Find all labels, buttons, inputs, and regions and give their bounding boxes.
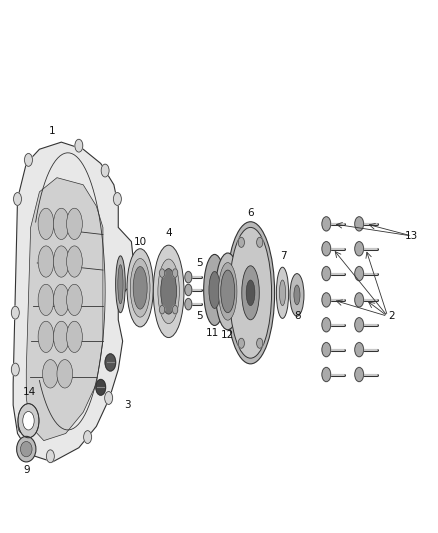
Circle shape bbox=[173, 305, 178, 314]
Circle shape bbox=[84, 431, 92, 443]
Circle shape bbox=[75, 139, 83, 152]
Circle shape bbox=[105, 354, 116, 371]
Circle shape bbox=[322, 266, 331, 281]
Circle shape bbox=[159, 305, 165, 314]
Ellipse shape bbox=[230, 228, 272, 358]
Ellipse shape bbox=[219, 263, 237, 320]
Circle shape bbox=[185, 271, 192, 283]
Polygon shape bbox=[13, 142, 134, 462]
Ellipse shape bbox=[21, 441, 32, 457]
Circle shape bbox=[159, 269, 165, 277]
Ellipse shape bbox=[53, 208, 69, 239]
Text: 10: 10 bbox=[134, 237, 147, 247]
Circle shape bbox=[355, 293, 364, 307]
Circle shape bbox=[355, 217, 364, 231]
Ellipse shape bbox=[158, 259, 180, 324]
Ellipse shape bbox=[127, 249, 153, 327]
Ellipse shape bbox=[290, 273, 304, 316]
Ellipse shape bbox=[131, 259, 150, 317]
Ellipse shape bbox=[38, 246, 54, 277]
Circle shape bbox=[322, 217, 331, 231]
Ellipse shape bbox=[279, 280, 286, 305]
Polygon shape bbox=[26, 177, 103, 441]
Ellipse shape bbox=[67, 246, 82, 277]
Ellipse shape bbox=[53, 321, 69, 352]
Circle shape bbox=[113, 192, 121, 205]
Ellipse shape bbox=[118, 265, 123, 304]
Circle shape bbox=[173, 269, 178, 277]
Circle shape bbox=[23, 411, 34, 430]
Ellipse shape bbox=[67, 284, 82, 316]
Circle shape bbox=[185, 284, 192, 296]
Text: 4: 4 bbox=[165, 228, 172, 238]
Ellipse shape bbox=[215, 253, 240, 330]
Circle shape bbox=[96, 379, 106, 395]
Circle shape bbox=[11, 306, 19, 319]
Circle shape bbox=[238, 237, 244, 247]
Circle shape bbox=[18, 403, 39, 438]
Circle shape bbox=[257, 237, 263, 247]
Circle shape bbox=[355, 367, 364, 382]
Circle shape bbox=[185, 298, 192, 310]
Ellipse shape bbox=[242, 266, 259, 320]
Circle shape bbox=[18, 420, 26, 433]
Circle shape bbox=[14, 192, 21, 205]
Ellipse shape bbox=[38, 208, 54, 239]
Circle shape bbox=[322, 343, 331, 357]
Circle shape bbox=[355, 241, 364, 256]
Circle shape bbox=[355, 343, 364, 357]
Ellipse shape bbox=[67, 208, 82, 239]
Text: 1: 1 bbox=[49, 126, 56, 136]
Circle shape bbox=[322, 293, 331, 307]
Ellipse shape bbox=[57, 360, 73, 388]
Text: 14: 14 bbox=[23, 387, 36, 397]
Circle shape bbox=[11, 363, 19, 376]
Circle shape bbox=[46, 450, 54, 463]
Text: 8: 8 bbox=[294, 311, 301, 321]
Circle shape bbox=[355, 266, 364, 281]
Ellipse shape bbox=[38, 284, 54, 316]
Ellipse shape bbox=[53, 246, 69, 277]
Ellipse shape bbox=[209, 271, 220, 309]
Ellipse shape bbox=[276, 267, 289, 318]
Ellipse shape bbox=[17, 437, 36, 462]
Ellipse shape bbox=[42, 360, 58, 388]
Text: 6: 6 bbox=[247, 208, 254, 218]
Text: 7: 7 bbox=[280, 251, 287, 261]
Circle shape bbox=[105, 392, 113, 405]
Ellipse shape bbox=[221, 270, 235, 313]
Circle shape bbox=[322, 318, 331, 332]
Circle shape bbox=[257, 338, 263, 348]
Text: 11: 11 bbox=[206, 328, 219, 337]
Ellipse shape bbox=[133, 266, 147, 309]
Circle shape bbox=[355, 318, 364, 332]
Text: 3: 3 bbox=[124, 400, 131, 410]
Ellipse shape bbox=[204, 254, 226, 326]
Ellipse shape bbox=[246, 280, 255, 305]
Text: 13: 13 bbox=[405, 231, 418, 241]
Circle shape bbox=[322, 367, 331, 382]
Ellipse shape bbox=[161, 269, 177, 314]
Circle shape bbox=[101, 164, 109, 177]
Text: 5: 5 bbox=[196, 258, 203, 268]
Ellipse shape bbox=[153, 245, 184, 337]
Ellipse shape bbox=[67, 321, 82, 352]
Text: 5: 5 bbox=[196, 311, 203, 321]
Text: 2: 2 bbox=[389, 311, 396, 321]
Ellipse shape bbox=[226, 222, 275, 364]
Ellipse shape bbox=[116, 256, 125, 313]
Text: 9: 9 bbox=[23, 465, 30, 475]
Ellipse shape bbox=[53, 284, 69, 316]
Text: 12: 12 bbox=[221, 330, 234, 341]
Ellipse shape bbox=[294, 285, 300, 305]
Circle shape bbox=[322, 241, 331, 256]
Circle shape bbox=[238, 338, 244, 348]
Circle shape bbox=[25, 154, 32, 166]
Ellipse shape bbox=[38, 321, 54, 352]
